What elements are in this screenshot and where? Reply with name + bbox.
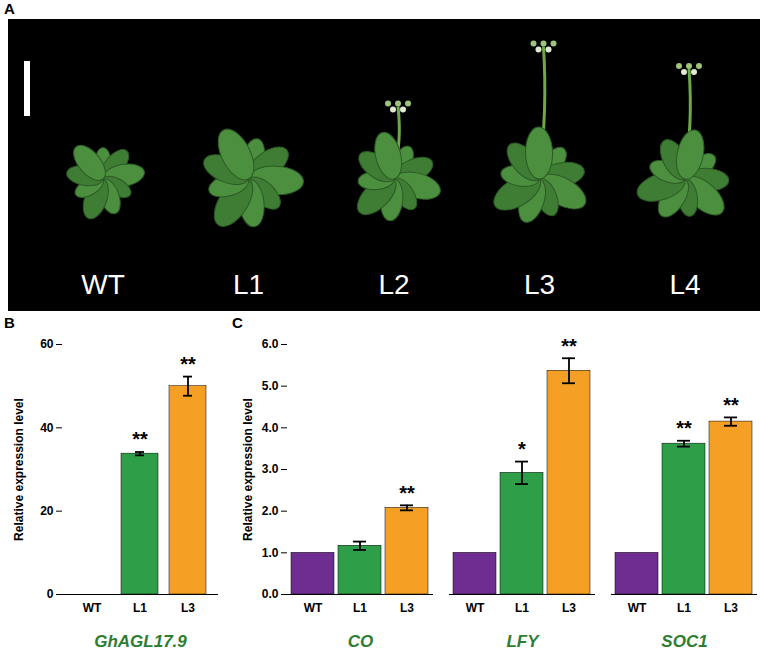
svg-text:SOC1: SOC1: [661, 632, 707, 651]
svg-text:2.0: 2.0: [262, 504, 279, 518]
svg-text:20: 20: [40, 504, 54, 518]
svg-text:L2: L2: [378, 269, 409, 300]
svg-text:0.0: 0.0: [262, 587, 279, 601]
svg-text:L3: L3: [181, 601, 195, 615]
svg-text:L1: L1: [677, 601, 691, 615]
svg-text:L3: L3: [524, 269, 555, 300]
html-text:A: A: [4, 0, 15, 17]
svg-text:WT: WT: [466, 601, 485, 615]
svg-text:GhAGL17.9: GhAGL17.9: [94, 632, 187, 651]
svg-text:4.0: 4.0: [262, 421, 279, 435]
svg-text:L1: L1: [515, 601, 529, 615]
svg-text:Relative expression level: Relative expression level: [12, 398, 26, 541]
svg-text:WT: WT: [81, 269, 125, 300]
svg-text:6.0: 6.0: [262, 337, 279, 351]
svg-text:CO: CO: [348, 632, 374, 651]
svg-text:**: **: [723, 394, 739, 416]
svg-text:L1: L1: [233, 269, 264, 300]
svg-text:L3: L3: [724, 601, 738, 615]
svg-text:40: 40: [40, 421, 54, 435]
svg-text:**: **: [180, 353, 196, 375]
svg-text:WT: WT: [304, 601, 323, 615]
svg-text:L3: L3: [400, 601, 414, 615]
svg-text:60: 60: [40, 337, 54, 351]
svg-text:0: 0: [47, 587, 54, 601]
svg-text:L4: L4: [669, 269, 700, 300]
svg-text:LFY: LFY: [506, 632, 540, 651]
html-text:B: B: [4, 314, 15, 331]
svg-text:**: **: [399, 482, 415, 504]
svg-text:3.0: 3.0: [262, 462, 279, 476]
svg-text:WT: WT: [628, 601, 647, 615]
svg-text:**: **: [676, 417, 692, 439]
svg-text:L1: L1: [133, 601, 147, 615]
svg-text:5.0: 5.0: [262, 379, 279, 393]
svg-text:**: **: [561, 335, 577, 357]
svg-text:1.0: 1.0: [262, 546, 279, 560]
svg-text:**: **: [132, 428, 148, 450]
html-text:C: C: [232, 314, 243, 331]
svg-text:WT: WT: [83, 601, 102, 615]
svg-text:*: *: [518, 438, 526, 460]
svg-text:L1: L1: [353, 601, 367, 615]
svg-text:L3: L3: [562, 601, 576, 615]
svg-text:Relative expression level: Relative expression level: [241, 398, 255, 541]
